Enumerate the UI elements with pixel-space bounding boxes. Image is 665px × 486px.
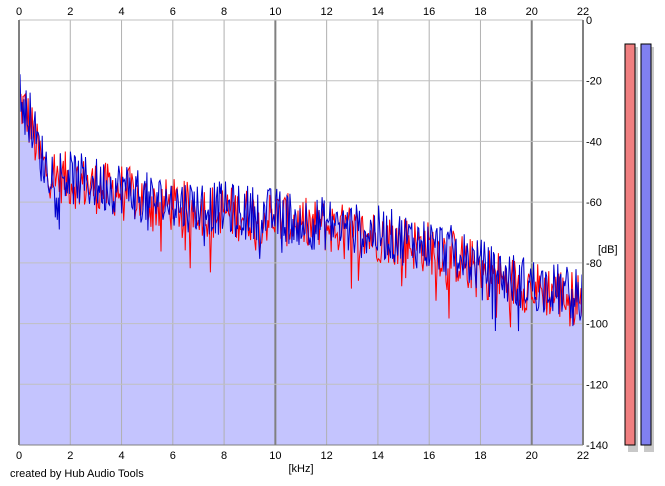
x-tick-label-top: 16 <box>423 6 435 18</box>
y-tick-label: -80 <box>586 258 602 270</box>
x-tick-label-bottom: 18 <box>474 450 486 462</box>
x-tick-label-top: 4 <box>118 6 124 18</box>
x-tick-label-bottom: 14 <box>372 450 384 462</box>
level-meter-left <box>624 43 636 446</box>
y-axis-label: [dB] <box>598 244 618 256</box>
x-tick-label-bottom: 2 <box>67 450 73 462</box>
x-tick-label-top: 22 <box>577 6 589 18</box>
x-tick-label-bottom: 4 <box>118 450 124 462</box>
x-tick-label-top: 10 <box>269 6 281 18</box>
x-tick-label-bottom: 8 <box>221 450 227 462</box>
series-line-right <box>18 74 584 332</box>
level-meter-right <box>640 43 652 446</box>
x-tick-label-top: 14 <box>372 6 384 18</box>
y-tick-label: -40 <box>586 136 602 148</box>
x-tick-label-bottom: 12 <box>321 450 333 462</box>
x-tick-label-top: 20 <box>526 6 538 18</box>
y-tick-label: -120 <box>586 379 608 391</box>
x-tick-label-top: 18 <box>474 6 486 18</box>
y-tick-label: -60 <box>586 197 602 209</box>
y-tick-label: -20 <box>586 76 602 88</box>
credit-text: created by Hub Audio Tools <box>10 468 144 480</box>
x-tick-label-top: 8 <box>221 6 227 18</box>
x-tick-label-top: 2 <box>67 6 73 18</box>
x-tick-label-top: 12 <box>321 6 333 18</box>
x-axis-label: [kHz] <box>288 463 313 475</box>
x-tick-label-top: 6 <box>170 6 176 18</box>
x-tick-label-bottom: 6 <box>170 450 176 462</box>
y-tick-label: -100 <box>586 319 608 331</box>
x-tick-label-bottom: 10 <box>269 450 281 462</box>
y-tick-label: -140 <box>586 440 608 452</box>
x-tick-label-bottom: 22 <box>577 450 589 462</box>
x-tick-label-bottom: 0 <box>16 450 22 462</box>
x-tick-label-top: 0 <box>16 6 22 18</box>
y-tick-label: 0 <box>586 15 592 27</box>
x-tick-label-bottom: 16 <box>423 450 435 462</box>
x-tick-label-bottom: 20 <box>526 450 538 462</box>
spectrum-area-fill <box>19 74 583 446</box>
